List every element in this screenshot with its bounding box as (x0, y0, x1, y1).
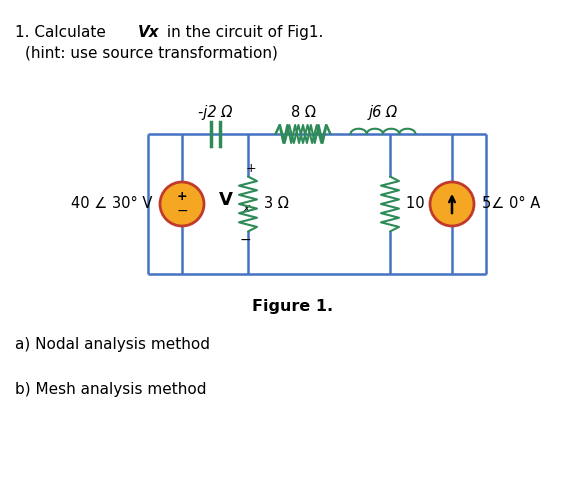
Text: in the circuit of Fig1.: in the circuit of Fig1. (162, 25, 323, 40)
Text: j6 Ω: j6 Ω (369, 105, 397, 120)
Text: 1. Calculate: 1. Calculate (15, 25, 111, 40)
Text: $\mathit{x}$: $\mathit{x}$ (242, 202, 252, 215)
Text: +: + (246, 162, 256, 176)
Text: -j2 Ω: -j2 Ω (198, 105, 232, 120)
Text: 3 Ω: 3 Ω (264, 196, 289, 212)
Text: 40 ∠ 30° V: 40 ∠ 30° V (71, 196, 152, 212)
Text: Figure 1.: Figure 1. (253, 300, 333, 314)
Text: −: − (239, 233, 251, 247)
Text: a) Nodal analysis method: a) Nodal analysis method (15, 337, 210, 352)
Text: 8 Ω: 8 Ω (291, 105, 315, 120)
Circle shape (160, 182, 204, 226)
Text: $\mathbf{V}$: $\mathbf{V}$ (218, 191, 234, 209)
Text: 5∠ 0° A: 5∠ 0° A (482, 196, 540, 212)
Circle shape (430, 182, 474, 226)
Text: −: − (176, 204, 188, 218)
Text: +: + (177, 190, 188, 204)
Text: b) Mesh analysis method: b) Mesh analysis method (15, 382, 206, 397)
Text: Vx: Vx (138, 25, 159, 40)
Text: (hint: use source transformation): (hint: use source transformation) (25, 45, 278, 60)
Text: 10 Ω: 10 Ω (406, 196, 440, 212)
